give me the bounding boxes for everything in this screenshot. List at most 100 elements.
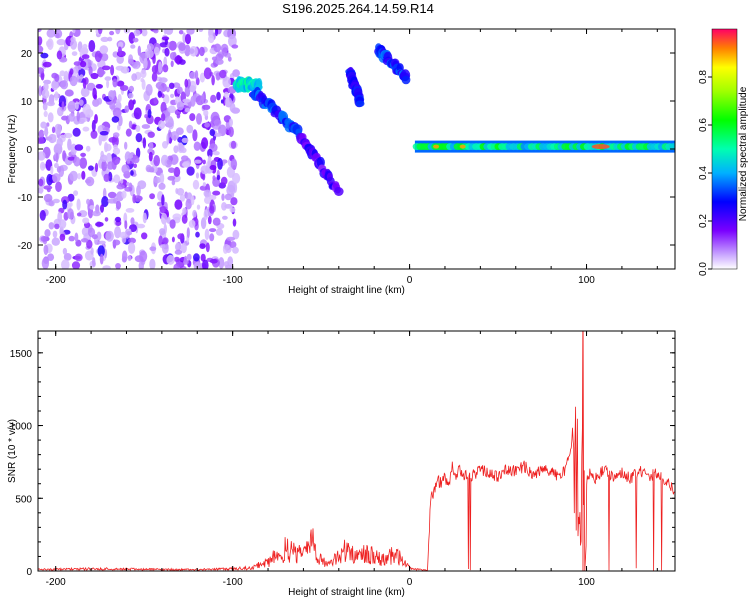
snr-x-tick-label: 100 xyxy=(578,577,595,588)
heatmap-noise xyxy=(69,75,78,87)
heatmap-noise xyxy=(48,222,55,230)
heatmap-noise xyxy=(208,34,215,44)
heatmap-noise xyxy=(153,29,159,34)
heatmap-noise xyxy=(169,219,176,229)
heatmap-noise xyxy=(42,102,48,111)
heatmap-noise xyxy=(62,150,67,162)
heatmap-noise xyxy=(198,29,204,32)
heatmap-noise xyxy=(74,144,84,151)
heatmap-noise xyxy=(207,148,213,158)
heatmap-noise xyxy=(204,228,210,240)
heatmap-noise xyxy=(153,176,161,184)
heatmap-noise xyxy=(192,209,197,218)
heatmap-noise xyxy=(202,182,206,187)
heatmap-noise xyxy=(209,164,217,171)
heatmap-noise xyxy=(168,40,177,51)
heatmap-noise xyxy=(113,144,118,150)
heatmap-carrier-peak xyxy=(591,144,610,150)
heatmap-noise xyxy=(194,70,199,80)
heatmap-noise xyxy=(176,113,181,119)
snr-y-tick-label: 1500 xyxy=(10,349,33,360)
heatmap-noise xyxy=(46,173,53,186)
heatmap-noise xyxy=(115,29,121,35)
heatmap-noise xyxy=(172,82,181,88)
heatmap-noise xyxy=(47,38,54,50)
heatmap-noise xyxy=(124,186,133,192)
snr-y-tick-label: 1000 xyxy=(10,422,33,433)
heatmap-noise xyxy=(117,114,123,127)
heatmap-x-tick-label: -200 xyxy=(46,275,66,286)
heatmap-noise xyxy=(115,200,122,210)
heatmap-noise xyxy=(146,49,154,59)
heatmap-noise xyxy=(54,162,59,169)
heatmap-noise xyxy=(142,137,147,149)
heatmap-carrier xyxy=(669,143,675,151)
heatmap-noise xyxy=(212,175,216,181)
heatmap-noise xyxy=(59,233,66,242)
heatmap-noise xyxy=(170,60,174,68)
heatmap-noise xyxy=(111,135,119,147)
heatmap-noise xyxy=(94,50,102,62)
heatmap-noise xyxy=(115,65,125,71)
heatmap-noise xyxy=(124,141,128,150)
heatmap-noise xyxy=(166,159,172,165)
heatmap-noise xyxy=(162,64,169,73)
heatmap-noise xyxy=(180,242,187,254)
heatmap-noise xyxy=(99,154,108,162)
heatmap-noise xyxy=(80,152,86,157)
heatmap-noise xyxy=(56,137,63,148)
heatmap-noise xyxy=(85,145,91,152)
heatmap-noise xyxy=(112,132,120,138)
heatmap-noise xyxy=(146,166,155,173)
heatmap-noise xyxy=(209,194,217,201)
heatmap-noise xyxy=(200,165,210,175)
heatmap-noise xyxy=(220,176,228,185)
heatmap-noise xyxy=(204,122,211,128)
heatmap-noise xyxy=(207,215,212,225)
heatmap-noise xyxy=(164,38,168,46)
heatmap-noise xyxy=(177,233,185,240)
heatmap-noise xyxy=(38,36,43,46)
heatmap-noise xyxy=(162,237,169,245)
heatmap-noise xyxy=(101,160,107,172)
heatmap-noise xyxy=(228,35,237,48)
heatmap-noise xyxy=(180,147,187,154)
heatmap-noise xyxy=(128,92,134,99)
heatmap-noise xyxy=(112,107,122,118)
heatmap-noise xyxy=(142,212,147,224)
heatmap-noise xyxy=(104,143,112,152)
heatmap-noise xyxy=(40,236,48,242)
heatmap-noise xyxy=(92,257,96,267)
heatmap-noise xyxy=(214,29,219,37)
heatmap-noise xyxy=(54,123,62,135)
heatmap-y-tick-label: 10 xyxy=(21,97,33,108)
heatmap-noise xyxy=(141,29,148,37)
heatmap-noise xyxy=(215,53,224,61)
heatmap-noise xyxy=(177,136,183,143)
heatmap-noise xyxy=(55,152,59,163)
heatmap-noise xyxy=(76,198,81,211)
heatmap-noise xyxy=(186,227,190,239)
heatmap-noise xyxy=(207,155,212,167)
heatmap-noise xyxy=(185,198,192,210)
heatmap-noise xyxy=(149,246,157,251)
heatmap-noise xyxy=(159,228,166,236)
heatmap-noise xyxy=(85,176,95,187)
heatmap-noise xyxy=(102,265,111,269)
heatmap-noise xyxy=(38,137,45,144)
heatmap-noise xyxy=(128,120,133,129)
heatmap-y-tick-label: -20 xyxy=(18,241,33,252)
heatmap-noise xyxy=(105,230,114,242)
heatmap-noise xyxy=(141,232,148,240)
heatmap-noise xyxy=(88,165,94,171)
heatmap-noise xyxy=(128,85,134,93)
heatmap-noise xyxy=(132,37,139,43)
heatmap-noise xyxy=(104,76,112,81)
heatmap-noise xyxy=(202,259,209,269)
heatmap-noise xyxy=(176,188,185,196)
heatmap-noise xyxy=(166,86,170,93)
heatmap-noise xyxy=(116,54,124,64)
heatmap-noise xyxy=(38,151,46,161)
heatmap-noise xyxy=(226,184,236,196)
